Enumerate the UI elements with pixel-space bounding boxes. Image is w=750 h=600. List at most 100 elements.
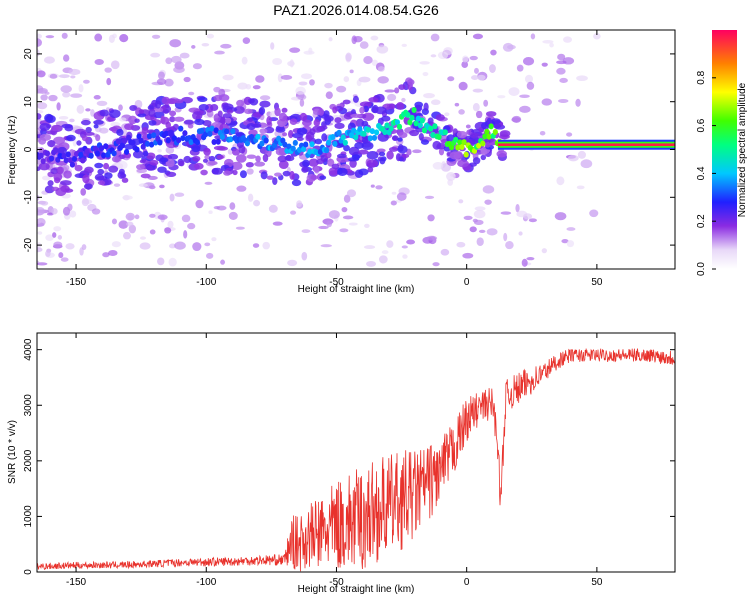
spectrogram-band-cell <box>55 187 67 197</box>
spectrogram-band-cell <box>278 112 288 122</box>
spectrogram-ridge-cell <box>111 150 117 157</box>
spectrogram-band-cell <box>394 87 400 94</box>
spectrogram-noise-cell <box>37 38 42 47</box>
spectrogram-noise-cell <box>191 45 196 49</box>
spectrogram-band-cell <box>146 165 153 171</box>
spectrogram-band-cell <box>331 163 340 170</box>
colorbar-tick-label: 0.4 <box>696 166 707 180</box>
spectrogram-noise-cell <box>345 52 352 62</box>
spectrogram-noise-cell <box>270 42 275 50</box>
spectrogram-band-cell <box>148 109 156 118</box>
spectrogram-noise-cell <box>301 229 311 234</box>
snr-y-tick-label: 4000 <box>23 338 34 361</box>
spectrogram-y-tick-label: -20 <box>23 237 34 252</box>
spectrogram-noise-cell <box>593 33 601 40</box>
spectrogram-noise-cell <box>192 63 202 70</box>
spectrogram-band-cell <box>50 168 59 175</box>
spectrogram-noise-cell <box>406 239 416 245</box>
spectrogram-ridge-cell <box>67 157 73 164</box>
spectrogram-band-cell <box>432 140 442 150</box>
snr-x-label: Height of straight line (km) <box>298 584 415 595</box>
spectrogram-x-tick-label: 0 <box>464 277 470 288</box>
spectrogram-ridge-cell <box>480 140 486 147</box>
spectrogram-noise-cell <box>76 104 85 114</box>
spectrogram-noise-cell <box>370 184 375 188</box>
snr-x-tick-label: 0 <box>464 577 470 588</box>
spectrogram-noise-cell <box>343 76 350 83</box>
spectrogram-band-cell <box>316 158 325 165</box>
spectrogram-band-cell <box>222 113 232 119</box>
spectrogram-noise-cell <box>476 237 484 247</box>
spectrogram-band-cell <box>391 135 399 142</box>
spectrogram-noise-cell <box>134 214 140 220</box>
spectrogram-ridge-cell <box>98 145 105 152</box>
spectrogram-y-axis: -20 -10 0 10 20 <box>23 48 675 252</box>
spectrogram-ridge-cell <box>259 140 265 147</box>
spectrogram-band-cell <box>493 123 501 129</box>
spectrogram-noise-cell <box>53 226 62 232</box>
spectrogram-ridge-cell <box>263 137 269 144</box>
spectrogram-ridge-cell <box>484 128 490 135</box>
spectrogram-noise-cell <box>99 127 109 134</box>
spectrogram-x-tick-label: -150 <box>66 277 86 288</box>
spectrogram-band-cell <box>39 133 52 141</box>
spectrogram-noise-cell <box>158 71 165 80</box>
spectrogram-ridge-cell <box>115 138 121 145</box>
spectrogram-noise-cell <box>440 248 450 256</box>
spectrogram-band-cell <box>142 150 149 157</box>
spectrogram-noise-cell <box>85 108 91 112</box>
spectrogram-band-cell <box>134 118 140 123</box>
spectrogram-band-cell <box>44 185 55 194</box>
spectrogram-noise-cell <box>426 235 438 241</box>
spectrogram-noise-cell <box>61 32 68 39</box>
spectrogram-band-cell <box>395 153 401 162</box>
spectrogram-noise-cell <box>366 260 377 267</box>
spectrogram-band-cell <box>366 150 379 160</box>
spectrogram-band-cell <box>343 112 354 120</box>
spectrogram-band-cell <box>259 100 271 108</box>
spectrogram-band-cell <box>334 122 345 129</box>
spectrogram-band-cell <box>266 175 274 180</box>
spectrogram-ridge-cell <box>476 142 482 149</box>
spectrogram-noise-cell <box>70 93 83 98</box>
spectrogram-noise-cell <box>237 82 248 90</box>
spectrogram-noise-cell <box>42 175 51 181</box>
spectrogram-ridge-cell <box>121 137 128 144</box>
spectrogram-band-cell <box>183 155 192 164</box>
spectrogram-noise-cell <box>45 250 51 257</box>
spectrogram-noise-cell <box>443 47 453 55</box>
spectrogram-noise-cell <box>363 245 376 250</box>
spectrogram-noise-cell <box>497 95 506 99</box>
spectrogram-noise-cell <box>252 85 261 90</box>
spectrogram-band-cell <box>397 144 404 152</box>
colorbar-gradient <box>712 30 737 269</box>
spectrogram-noise-cell <box>168 257 177 267</box>
spectrogram-noise-cell <box>104 67 112 73</box>
spectrogram-noise-cell <box>528 218 537 223</box>
spectrogram-ridge-cell <box>255 133 261 140</box>
spectrogram-noise-cell <box>119 117 127 122</box>
spectrogram-band-cell <box>109 109 121 118</box>
spectrogram-noise-cell <box>37 262 48 266</box>
spectrogram-ridge-cell <box>348 132 355 139</box>
spectrogram-ridge-cell <box>459 144 465 151</box>
spectrogram-band-cell <box>332 106 338 114</box>
spectrogram-band-cell <box>193 162 204 170</box>
spectrogram-ridge-cell <box>430 131 436 138</box>
spectrogram-noise-cell <box>299 99 305 107</box>
spectrogram-noise-cell <box>523 57 535 66</box>
spectrogram-band-cell <box>93 119 104 125</box>
spectrogram-noise-cell <box>346 189 357 198</box>
spectrogram-cells <box>37 32 675 267</box>
spectrogram-noise-cell <box>454 102 460 107</box>
spectrogram-ridge-cell <box>353 134 359 141</box>
spectrogram-noise-cell <box>523 213 533 220</box>
spectrogram-band-cell <box>235 154 247 163</box>
spectrogram-band-cell <box>379 157 386 165</box>
spectrogram-ridge-cell <box>223 128 230 135</box>
spectrogram-noise-cell <box>40 94 48 101</box>
spectrogram-band-cell <box>191 145 201 153</box>
spectrogram-band-cell <box>232 169 238 176</box>
spectrogram-band-cell <box>321 133 328 142</box>
